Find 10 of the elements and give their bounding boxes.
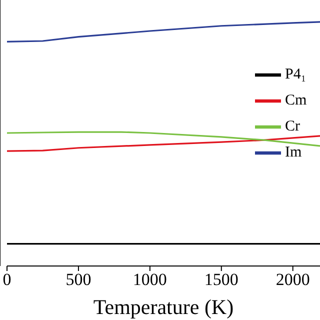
x-tick-label: 1000 bbox=[132, 270, 167, 290]
legend-label: Cm bbox=[285, 92, 307, 108]
legend-label: Cr bbox=[285, 118, 300, 134]
x-tick-label: 1500 bbox=[204, 270, 238, 290]
x-tick-label: 2000 bbox=[276, 270, 310, 290]
x-axis-title: Temperature (K) bbox=[93, 295, 234, 319]
legend-label: P4₁ bbox=[285, 66, 306, 82]
legend-label: Im bbox=[285, 144, 302, 160]
x-tick-label: 0 bbox=[2, 270, 12, 290]
x-tick-label: 500 bbox=[66, 270, 92, 290]
